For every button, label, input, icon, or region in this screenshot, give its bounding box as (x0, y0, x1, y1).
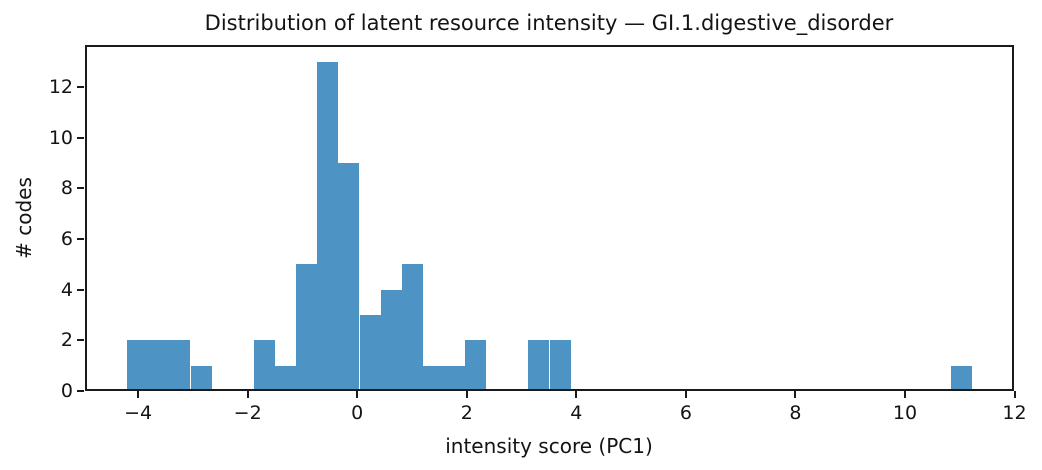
histogram-bar (359, 315, 381, 391)
x-tick-mark (356, 391, 359, 398)
y-tick-label: 12 (48, 75, 73, 98)
x-tick-mark (137, 391, 140, 398)
x-axis-label: intensity score (PC1) (445, 434, 653, 458)
y-tick-mark (77, 288, 84, 291)
y-tick-mark (77, 136, 84, 139)
x-tick-mark (575, 391, 578, 398)
x-tick-mark (1013, 391, 1016, 398)
histogram-bar (296, 264, 318, 391)
y-axis-label: # codes (12, 177, 36, 259)
x-tick-label: 2 (460, 402, 473, 424)
histogram-bar (401, 264, 423, 391)
histogram-bar (422, 365, 444, 391)
histogram-bar (253, 340, 275, 391)
y-tick-label: 8 (60, 177, 73, 200)
histogram-bar (528, 340, 550, 391)
axes-spines (85, 45, 1014, 391)
histogram-bar (275, 365, 297, 391)
y-tick-mark (77, 339, 84, 342)
x-tick-label: 0 (351, 402, 364, 424)
chart-title: Distribution of latent resource intensit… (204, 11, 894, 35)
histogram-bar (317, 61, 339, 391)
x-tick-label: −2 (233, 402, 262, 424)
histogram-bar (443, 365, 465, 391)
y-tick-label: 10 (48, 126, 73, 149)
histogram-bar (190, 365, 212, 391)
histogram-bar (169, 340, 191, 391)
plot-area: −4 −2 0 2 4 6 8 10 12 0 2 4 6 8 10 12 (49, 45, 1027, 424)
histogram-bar (338, 162, 360, 391)
y-tick-mark (77, 390, 84, 392)
y-tick-label: 0 (60, 380, 73, 402)
histogram-bar (950, 365, 972, 391)
histogram-bar (465, 340, 487, 391)
histogram-bar (127, 340, 149, 391)
x-tick-label: 10 (892, 402, 918, 424)
y-tick-mark (77, 85, 84, 88)
y-tick-mark (77, 187, 84, 190)
x-tick-label: 12 (1002, 402, 1027, 424)
x-tick-label: −4 (124, 402, 153, 424)
x-tick-label: 4 (570, 402, 583, 424)
x-tick-label: 6 (679, 402, 692, 424)
y-tick-label: 6 (60, 227, 73, 250)
x-tick-label: 8 (789, 402, 802, 424)
y-tick-mark (77, 237, 84, 240)
histogram-bar (549, 340, 571, 391)
y-tick-label: 4 (60, 278, 73, 301)
x-tick-mark (794, 391, 797, 398)
x-tick-mark (246, 391, 249, 398)
x-tick-mark (465, 391, 468, 398)
histogram-bar (148, 340, 170, 391)
y-tick-label: 2 (60, 329, 73, 352)
x-tick-mark (684, 391, 687, 398)
histogram-bar (380, 289, 402, 391)
x-tick-mark (904, 391, 906, 398)
